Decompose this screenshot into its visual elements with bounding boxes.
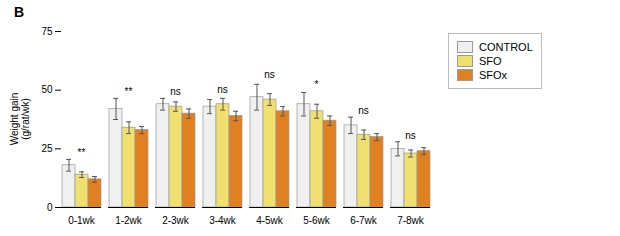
svg-text:**: **	[78, 147, 86, 158]
svg-text:3-4wk: 3-4wk	[209, 215, 237, 226]
svg-text:**: **	[125, 86, 133, 97]
svg-text:5-6wk: 5-6wk	[303, 215, 331, 226]
svg-text:2-3wk: 2-3wk	[162, 215, 190, 226]
svg-text:1-2wk: 1-2wk	[115, 215, 143, 226]
svg-text:ns: ns	[170, 86, 181, 97]
svg-text:*: *	[315, 79, 319, 90]
svg-text:0-1wk: 0-1wk	[68, 215, 96, 226]
svg-text:0: 0	[47, 202, 53, 213]
svg-text:ns: ns	[405, 130, 416, 141]
svg-text:ns: ns	[358, 105, 369, 116]
html-text:SFOx: SFOx	[479, 69, 508, 81]
svg-text:50: 50	[41, 84, 53, 95]
html-text:SFO: SFO	[479, 55, 502, 67]
svg-text:7-8wk: 7-8wk	[397, 215, 425, 226]
svg-text:ns: ns	[217, 84, 228, 95]
html-text:B: B	[14, 4, 25, 20]
svg-text:ns: ns	[264, 69, 275, 80]
svg-text:Weight gain(g/rat/wk): Weight gain(g/rat/wk)	[9, 93, 32, 146]
html-text:CONTROL: CONTROL	[479, 41, 533, 53]
svg-text:6-7wk: 6-7wk	[350, 215, 378, 226]
svg-text:75: 75	[41, 26, 53, 37]
svg-text:4-5wk: 4-5wk	[256, 215, 284, 226]
svg-text:25: 25	[41, 143, 53, 154]
